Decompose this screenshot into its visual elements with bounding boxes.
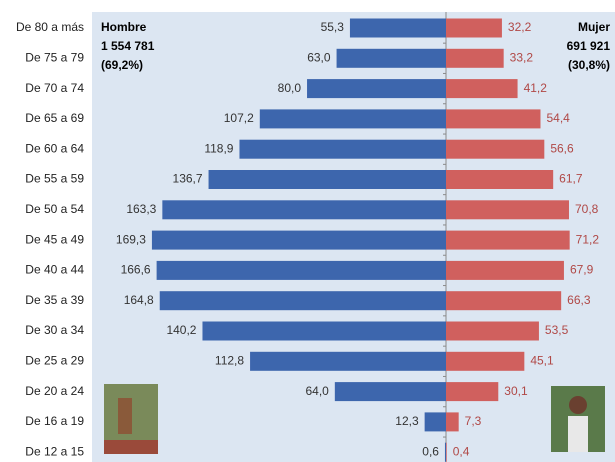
bar [446, 18, 502, 38]
value-label: 32,2 [508, 20, 532, 34]
category-label: De 12 a 15 [25, 444, 84, 458]
annotation: (69,2%) [101, 58, 143, 72]
bar [156, 260, 447, 280]
photo-woman [551, 386, 605, 452]
legend-name: Mujer [578, 20, 610, 34]
value-label: 53,5 [545, 323, 569, 337]
photo-man [104, 384, 158, 454]
bar [446, 230, 570, 250]
value-label: 7,3 [465, 414, 482, 428]
annotation: 1 554 781 [101, 39, 155, 53]
category-label: De 80 a más [16, 20, 84, 34]
value-label: 163,3 [126, 202, 156, 216]
value-label: 30,1 [504, 384, 528, 398]
value-label: 0,6 [422, 444, 439, 458]
value-label: 63,0 [307, 50, 331, 64]
bar [334, 382, 446, 402]
bar [446, 382, 499, 402]
bar [446, 291, 562, 311]
category-label: De 75 a 79 [25, 50, 84, 64]
bar [446, 200, 569, 220]
annotation: 691 921 [567, 39, 611, 53]
value-label: 166,6 [121, 263, 151, 277]
category-label: De 30 a 34 [25, 323, 84, 337]
value-label: 140,2 [166, 323, 196, 337]
bar [151, 230, 446, 250]
bar [446, 412, 459, 432]
bar [446, 321, 539, 341]
annotation: (30,8%) [568, 58, 610, 72]
bar [446, 442, 447, 462]
category-label: De 60 a 64 [25, 141, 84, 155]
category-label: De 45 a 49 [25, 232, 84, 246]
bar [349, 18, 446, 38]
value-label: 12,3 [395, 414, 419, 428]
bar [446, 351, 525, 371]
value-label: 164,8 [124, 293, 154, 307]
value-label: 61,7 [559, 172, 583, 186]
value-label: 112,8 [215, 353, 244, 367]
value-label: 80,0 [278, 81, 302, 95]
bar [446, 170, 554, 189]
value-label: 41,2 [524, 81, 548, 95]
value-label: 66,3 [567, 293, 591, 307]
bar [208, 170, 446, 189]
value-label: 169,3 [116, 232, 146, 246]
bar [446, 109, 541, 129]
category-label: De 20 a 24 [25, 384, 84, 398]
value-label: 107,2 [224, 111, 254, 125]
value-label: 45,1 [530, 353, 554, 367]
bar [239, 139, 446, 159]
value-label: 54,4 [546, 111, 570, 125]
value-label: 136,7 [173, 172, 203, 186]
bar [446, 48, 504, 68]
category-label: De 65 a 69 [25, 111, 84, 125]
category-label: De 35 a 39 [25, 293, 84, 307]
bar [202, 321, 446, 341]
bar [446, 139, 545, 159]
bar [446, 260, 564, 280]
bar [162, 200, 446, 220]
bar [336, 48, 446, 68]
category-label: De 40 a 44 [25, 263, 84, 277]
category-label: De 16 a 19 [25, 414, 84, 428]
bar [307, 79, 446, 99]
value-label: 33,2 [510, 50, 534, 64]
bar [159, 291, 446, 311]
value-label: 0,4 [453, 444, 470, 458]
category-label: De 50 a 54 [25, 202, 84, 216]
value-label: 118,9 [204, 141, 233, 155]
bar [446, 79, 518, 99]
bar [424, 412, 446, 432]
bar [259, 109, 446, 129]
value-label: 71,2 [576, 232, 600, 246]
category-label: De 55 a 59 [25, 172, 84, 186]
category-label: De 70 a 74 [25, 81, 84, 95]
bar [444, 442, 446, 462]
value-label: 56,6 [550, 141, 574, 155]
legend-name: Hombre [101, 20, 147, 34]
value-label: 70,8 [575, 202, 599, 216]
value-label: 67,9 [570, 263, 594, 277]
category-label: De 25 a 29 [25, 353, 84, 367]
value-label: 55,3 [321, 20, 345, 34]
value-label: 64,0 [305, 384, 329, 398]
bar [250, 351, 446, 371]
